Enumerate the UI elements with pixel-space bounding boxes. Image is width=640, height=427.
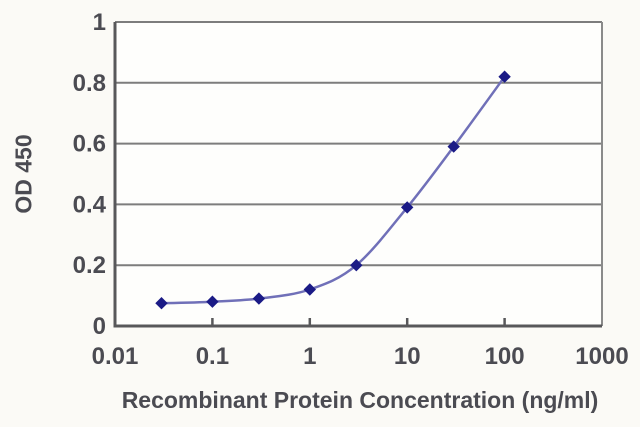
- y-tick-label: 1: [93, 9, 106, 36]
- data-point-marker: [400, 201, 414, 214]
- data-point-marker: [155, 296, 168, 310]
- y-tick-label: 0: [93, 313, 106, 340]
- x-tick-label: 0.1: [196, 343, 229, 370]
- y-tick-label: 0.8: [73, 70, 106, 97]
- data-point-marker: [498, 70, 511, 83]
- data-point-marker: [350, 258, 363, 272]
- data-point-marker: [206, 295, 219, 308]
- y-tick-label: 0.6: [73, 131, 106, 158]
- y-tick-label: 0.4: [73, 191, 107, 218]
- x-axis-title: Recombinant Protein Concentration (ng/ml…: [121, 387, 599, 413]
- data-point-marker: [303, 283, 317, 296]
- data-point-marker: [447, 140, 460, 153]
- x-tick-label: 100: [485, 343, 525, 370]
- x-tick-label: 1000: [575, 343, 628, 370]
- x-tick-label: 0.01: [92, 343, 139, 370]
- x-tick-label: 1: [303, 343, 316, 370]
- data-point-marker: [252, 292, 266, 305]
- x-tick-label: 10: [394, 343, 421, 370]
- y-axis-title: OD 450: [10, 134, 37, 214]
- plot-area: [115, 22, 602, 326]
- y-tick-label: 0.2: [73, 252, 106, 279]
